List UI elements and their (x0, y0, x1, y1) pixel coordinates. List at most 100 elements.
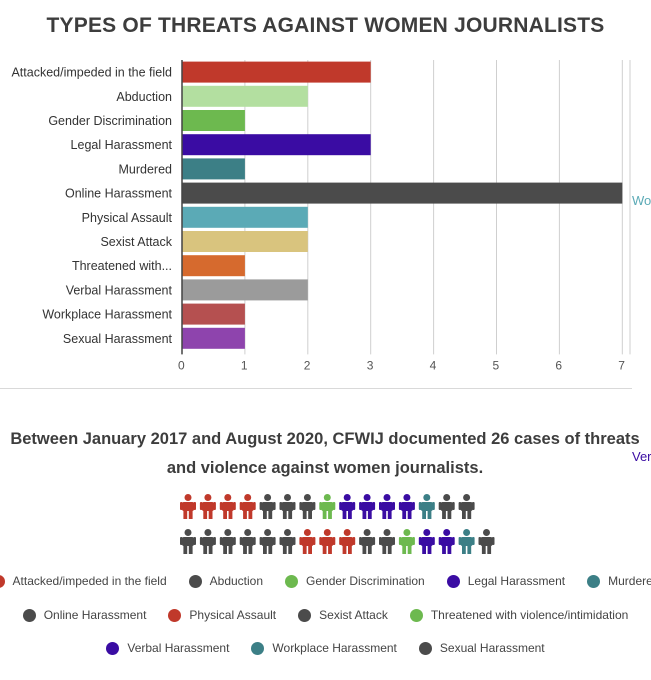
category-label: Attacked/impeded in the field (11, 66, 172, 80)
pictogram (180, 494, 495, 554)
summary-text: Between January 2017 and August 2020, CF… (10, 430, 640, 477)
legend-label: Legal Harassment (467, 574, 566, 588)
person-icon (379, 529, 395, 554)
legend-label: Murdered (608, 574, 651, 588)
legend-label: Attacked/impeded in the field (12, 574, 167, 588)
category-label: Online Harassment (65, 187, 173, 201)
legend-label: Verbal Harassment (127, 641, 230, 655)
bar[interactable] (182, 279, 308, 301)
legend-swatch-icon (446, 574, 460, 588)
legend-label: Sexual Harassment (439, 641, 545, 655)
person-icon (458, 494, 475, 519)
divider (0, 388, 632, 389)
person-icon (418, 494, 435, 519)
legend-item[interactable]: Threatened with violence/intimidation (409, 608, 629, 622)
category-label: Legal Harassment (71, 138, 173, 152)
person-icon (438, 494, 455, 519)
legend-swatch-icon (409, 608, 423, 622)
category-label: Murdered (119, 162, 173, 176)
legend-item[interactable]: Sexist Attack (298, 608, 388, 622)
legend-swatch-icon (285, 574, 299, 588)
legend-item[interactable]: Gender Discrimination (285, 574, 425, 588)
person-icon (279, 494, 296, 519)
legend-item[interactable]: Legal Harassment (446, 574, 566, 588)
legend-swatch-icon (587, 574, 601, 588)
bar[interactable] (182, 110, 245, 131)
legend-item[interactable]: Physical Assault (168, 608, 276, 622)
person-icon (319, 494, 336, 519)
person-icon (259, 494, 276, 519)
legend-label: Workplace Harassment (272, 641, 397, 655)
legend-swatch-icon (251, 641, 265, 655)
category-label: Verbal Harassment (66, 283, 173, 297)
bar[interactable] (182, 182, 623, 204)
legend-label: Online Harassment (43, 608, 147, 622)
x-tick-label: 0 (178, 358, 185, 372)
legend-swatch-icon (0, 574, 5, 588)
category-label: Sexist Attack (100, 235, 172, 249)
x-tick-label: 1 (241, 358, 248, 372)
x-tick-label: 7 (618, 358, 625, 372)
bar[interactable] (182, 158, 245, 180)
legend-row: Attacked/impeded in the field Abduction Ge… (0, 574, 651, 588)
bar[interactable] (182, 134, 371, 156)
person-icon (339, 529, 356, 554)
category-label: Physical Assault (82, 211, 173, 225)
legend-item[interactable]: Attacked/impeded in the field (0, 574, 167, 588)
legend-row: Verbal Harassment Workplace Harassment Sex… (0, 641, 651, 655)
person-icon (299, 529, 316, 554)
person-icon (359, 494, 376, 519)
legend-swatch-icon (188, 574, 202, 588)
bar[interactable] (182, 303, 245, 325)
bar-chart: 0 1 2 3 4 5 6 7 Attacked/impeded in the field Abd… (11, 60, 631, 372)
legend-swatch-icon (22, 608, 36, 622)
legend-item[interactable]: Murdered (587, 574, 651, 588)
person-icon (418, 529, 435, 554)
legend-label: Abduction (209, 574, 264, 588)
legend-item[interactable]: Verbal Harassment (106, 641, 229, 655)
x-tick-label: 2 (304, 358, 311, 372)
person-icon (359, 529, 376, 554)
bar[interactable] (182, 61, 371, 83)
bar[interactable] (182, 85, 308, 107)
person-icon (438, 529, 455, 554)
person-icon (180, 494, 196, 519)
person-icon (299, 494, 316, 519)
legend-swatch-icon (168, 608, 182, 622)
bar[interactable] (182, 231, 308, 252)
legend-item[interactable]: Workplace Harassment (251, 641, 397, 655)
person-icon (458, 529, 475, 554)
x-tick-label: 3 (367, 358, 374, 372)
legend-swatch-icon (106, 641, 120, 655)
x-tick-label: 4 (430, 358, 437, 372)
category-label: Sexual Harassment (63, 332, 173, 346)
bar[interactable] (182, 206, 308, 228)
legend-item[interactable]: Online Harassment (22, 608, 147, 622)
person-icon (180, 529, 196, 554)
legend-label: Gender Discrimination (306, 574, 425, 588)
bar[interactable] (182, 327, 245, 349)
legend-item[interactable]: Sexual Harassment (418, 641, 545, 655)
legend-label: Sexist Attack (319, 608, 388, 622)
legend-swatch-icon (418, 641, 432, 655)
legend-swatch-icon (298, 608, 312, 622)
legend-item[interactable]: Abduction (188, 574, 264, 588)
person-icon (319, 529, 336, 554)
legend-label: Threatened with violence/intimidation (430, 608, 629, 622)
person-icon (219, 529, 236, 554)
category-label: Abduction (116, 90, 172, 104)
category-label: Threatened with... (72, 259, 172, 273)
person-icon (379, 494, 395, 519)
person-icon (199, 529, 216, 554)
bar[interactable] (182, 255, 245, 277)
person-icon (219, 494, 236, 519)
cut-off-label-bottom: Ver (632, 449, 651, 464)
person-icon (279, 529, 296, 554)
person-icon (239, 494, 256, 519)
cut-off-label-top: Wo (632, 193, 651, 208)
x-tick-label: 6 (555, 358, 562, 372)
person-icon (259, 529, 276, 554)
person-icon (398, 529, 415, 554)
category-label: Workplace Harassment (42, 308, 172, 322)
legend-label: Physical Assault (189, 608, 277, 622)
